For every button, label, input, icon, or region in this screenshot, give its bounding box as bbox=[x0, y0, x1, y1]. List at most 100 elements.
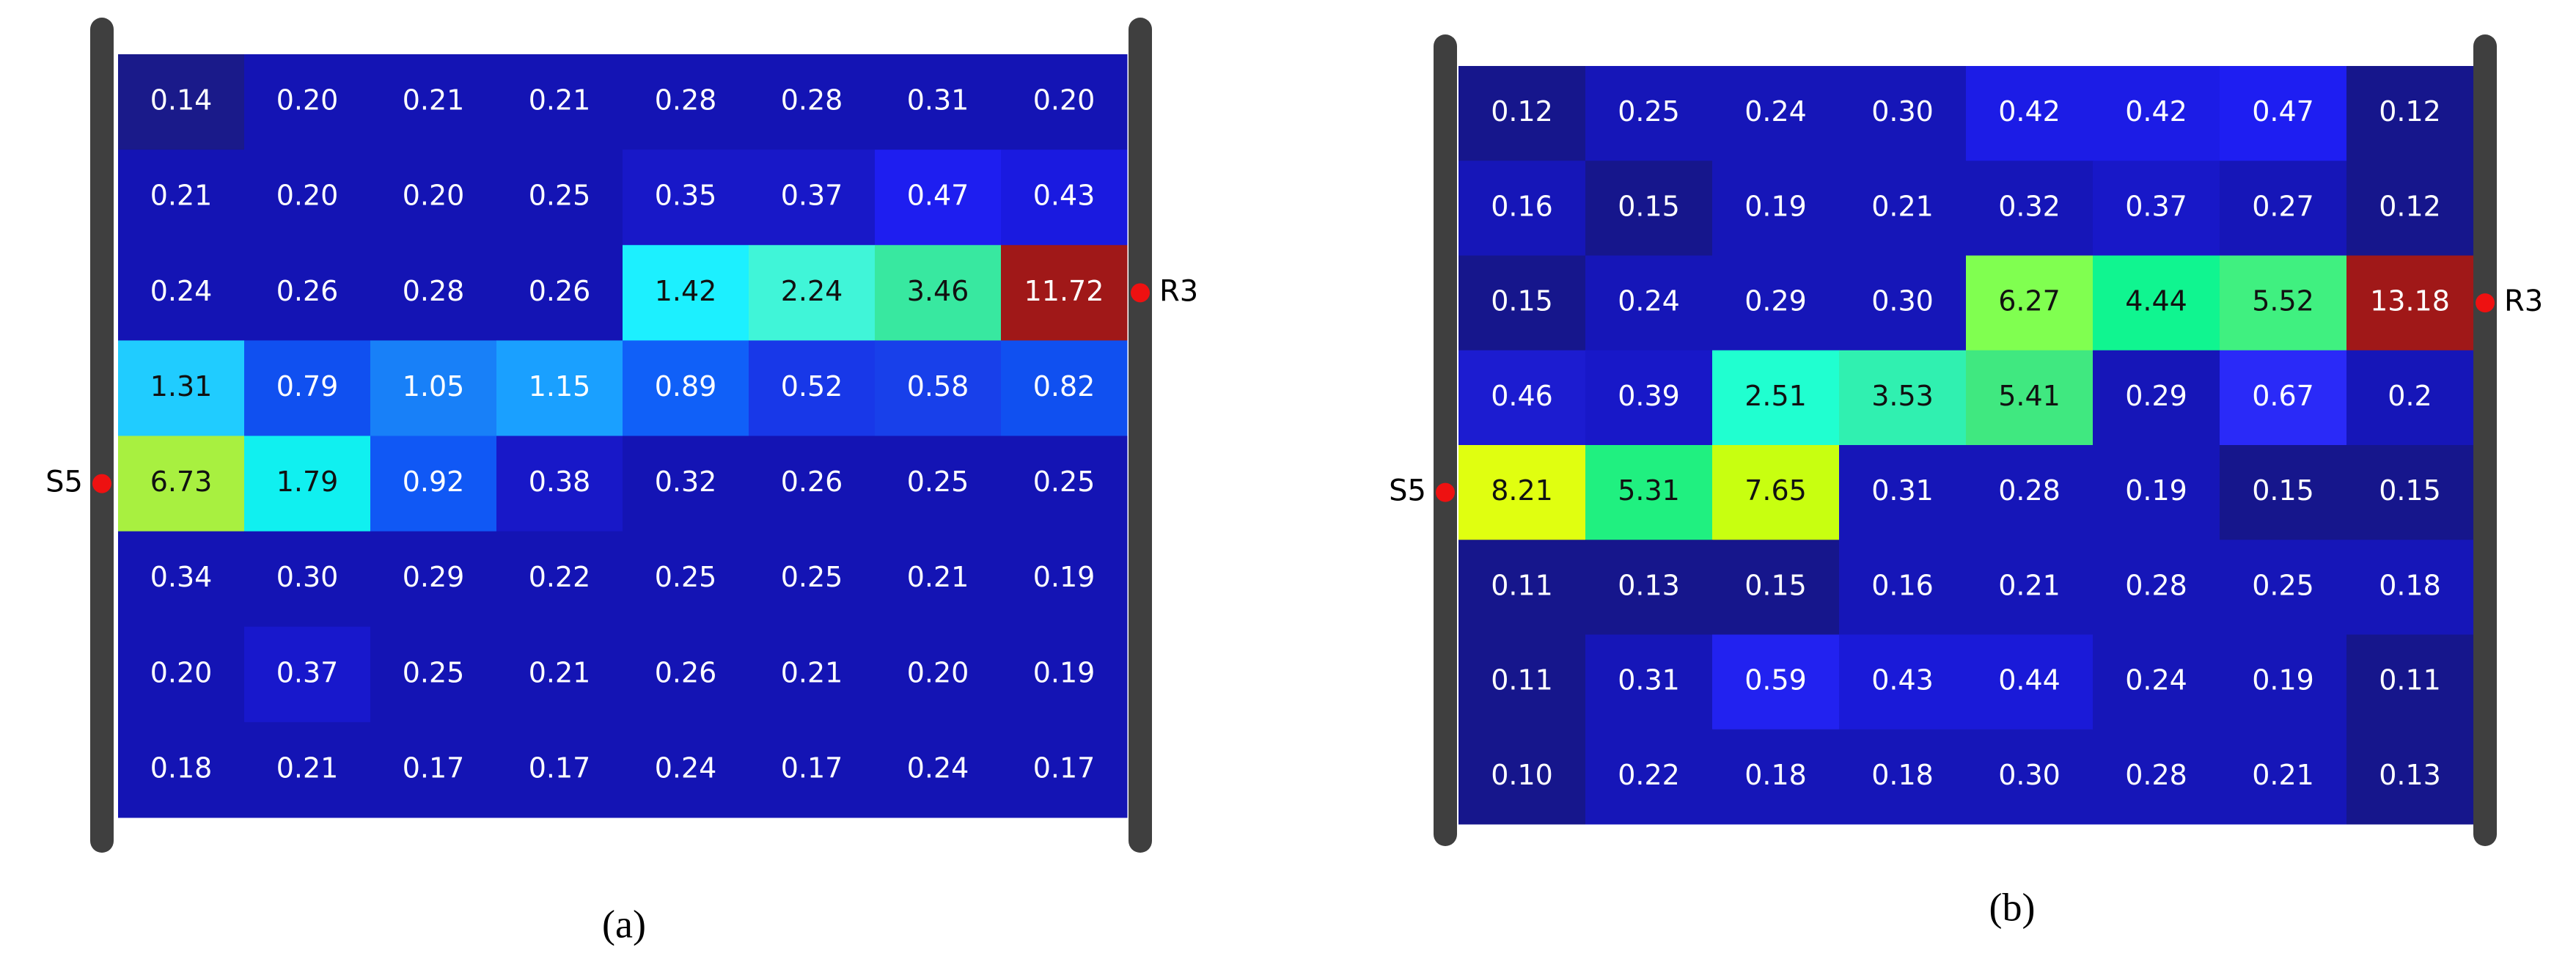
cell-label: 0.47 bbox=[2252, 95, 2314, 128]
cell-label: 0.11 bbox=[1491, 569, 1553, 601]
cell-label: 8.21 bbox=[1491, 474, 1553, 507]
heatmap-cell bbox=[244, 340, 371, 436]
cell-label: 0.11 bbox=[1491, 664, 1553, 697]
cell-label: 0.30 bbox=[1871, 285, 1934, 317]
cell-label: 0.25 bbox=[2252, 569, 2314, 601]
heatmap-cell bbox=[1001, 245, 1128, 341]
cell-label: 2.24 bbox=[781, 275, 843, 307]
cell-label: 0.31 bbox=[907, 84, 969, 117]
heatmap-cell bbox=[2220, 634, 2347, 730]
cell-label: 5.31 bbox=[1618, 474, 1680, 507]
heatmap-cell bbox=[496, 721, 623, 818]
cell-label: 0.29 bbox=[1744, 285, 1807, 317]
heatmap-cell bbox=[1712, 634, 1840, 730]
cell-label: 0.46 bbox=[1491, 380, 1553, 412]
heatmap-cell bbox=[2093, 729, 2220, 825]
cell-label: 0.21 bbox=[2252, 759, 2314, 791]
receiver-dot bbox=[1131, 283, 1150, 303]
cell-label: 0.21 bbox=[276, 752, 339, 784]
heatmap-cell bbox=[2220, 255, 2347, 351]
cell-label: 0.17 bbox=[1033, 752, 1096, 784]
cell-label: 0.35 bbox=[655, 180, 717, 212]
cell-label: 0.52 bbox=[781, 370, 843, 403]
cell-label: 0.24 bbox=[1618, 285, 1680, 317]
cell-label: 0.15 bbox=[2379, 474, 2441, 507]
heatmap-cell bbox=[2093, 634, 2220, 730]
cell-label: 0.58 bbox=[907, 370, 969, 403]
cell-label: 0.21 bbox=[1871, 190, 1934, 222]
heatmap-cell bbox=[118, 245, 245, 341]
heatmap-cell bbox=[1839, 161, 1967, 256]
heatmap-cell bbox=[1712, 445, 1840, 540]
cell-label: 0.25 bbox=[529, 180, 591, 212]
heatmap-cell bbox=[875, 54, 1002, 150]
heatmap-cell bbox=[623, 340, 749, 436]
heatmap-cell bbox=[2346, 161, 2474, 256]
heatmap-cell bbox=[1712, 350, 1840, 446]
cell-label: 0.34 bbox=[150, 561, 213, 593]
cell-label: 2.51 bbox=[1744, 380, 1807, 412]
cell-label: 0.15 bbox=[1618, 190, 1680, 222]
heatmap-cell bbox=[623, 150, 749, 246]
heatmap-cell bbox=[1839, 445, 1967, 540]
heatmap-cell bbox=[1585, 729, 1713, 825]
heatmap-cell bbox=[370, 531, 497, 628]
heatmap-cell bbox=[1712, 540, 1840, 635]
heatmap-cell bbox=[1458, 255, 1586, 351]
cell-label: 0.43 bbox=[1033, 180, 1096, 212]
heatmap-cell bbox=[1966, 634, 2094, 730]
cell-label: 0.21 bbox=[907, 561, 969, 593]
cell-label: 0.17 bbox=[781, 752, 843, 784]
heatmap-cell bbox=[1585, 255, 1713, 351]
cell-label: 0.26 bbox=[655, 656, 717, 688]
cell-label: 0.21 bbox=[529, 84, 591, 117]
cell-label: 0.15 bbox=[1744, 569, 1807, 601]
heatmap-cell bbox=[496, 54, 623, 150]
heatmap-cell bbox=[2346, 66, 2474, 161]
heatmap-cell bbox=[1712, 729, 1840, 825]
heatmap-cell bbox=[1001, 626, 1128, 723]
heatmap-cell bbox=[1458, 445, 1586, 540]
heatmap-cell bbox=[875, 531, 1002, 628]
cell-label: 3.53 bbox=[1871, 380, 1934, 412]
cell-label: 0.19 bbox=[2125, 474, 2187, 507]
heatmap-cell bbox=[2220, 161, 2347, 256]
heatmap-cell bbox=[2093, 540, 2220, 635]
heatmap-cell bbox=[118, 54, 245, 150]
cell-label: 13.18 bbox=[2370, 285, 2450, 317]
heatmap-cell bbox=[2093, 161, 2220, 256]
heatmap-cell bbox=[118, 340, 245, 436]
heatmap-cell bbox=[1458, 729, 1586, 825]
cell-label: 0.82 bbox=[1033, 370, 1096, 403]
cell-label: 1.31 bbox=[150, 370, 213, 403]
heatmap-cell bbox=[2220, 540, 2347, 635]
cell-label: 0.28 bbox=[781, 84, 843, 117]
cell-label: 0.32 bbox=[1998, 190, 2061, 222]
cell-label: 0.30 bbox=[1871, 95, 1934, 128]
cell-label: 0.12 bbox=[1491, 95, 1553, 128]
cell-label: 0.24 bbox=[1744, 95, 1807, 128]
cell-label: 0.31 bbox=[1871, 474, 1934, 507]
receiver-label: R3 bbox=[1159, 274, 1198, 308]
cell-label: 0.10 bbox=[1491, 759, 1553, 791]
heatmap-cell bbox=[2093, 255, 2220, 351]
caption: (a) bbox=[602, 902, 646, 946]
heatmap-cell bbox=[244, 54, 371, 150]
heatmap-cell bbox=[2346, 729, 2474, 825]
heatmap-cell bbox=[370, 245, 497, 341]
heatmap-cell bbox=[2346, 634, 2474, 730]
heatmap-cell bbox=[118, 531, 245, 628]
cell-label: 0.47 bbox=[907, 180, 969, 212]
heatmap-cell bbox=[244, 245, 371, 341]
heatmap-cell bbox=[2220, 350, 2347, 446]
heatmap-cell bbox=[2220, 66, 2347, 161]
cell-label: 0.17 bbox=[529, 752, 591, 784]
cell-label: 0.38 bbox=[529, 466, 591, 498]
cell-label: 0.28 bbox=[403, 275, 465, 307]
caption: (b) bbox=[1989, 885, 2036, 929]
cell-label: 0.19 bbox=[1033, 656, 1096, 688]
heatmap-cell bbox=[749, 626, 876, 723]
heatmap-cell bbox=[2093, 66, 2220, 161]
source-label: S5 bbox=[45, 466, 83, 499]
